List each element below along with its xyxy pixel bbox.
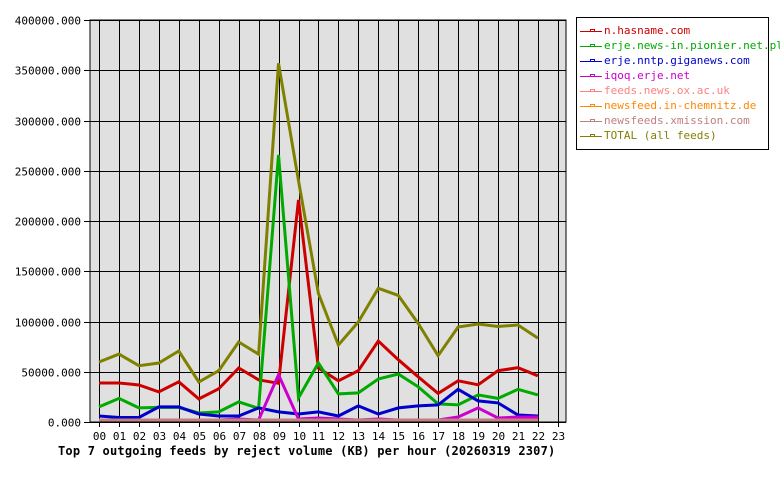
y-tick-label: 350000.000: [15, 65, 81, 78]
x-tick-label: 04: [173, 430, 187, 443]
x-tick-label: 21: [512, 430, 525, 443]
x-tick-label: 22: [532, 430, 545, 443]
legend-line-icon: [580, 42, 602, 50]
x-tick-label: 15: [392, 430, 405, 443]
x-tick-label: 13: [352, 430, 365, 443]
series-line: [99, 199, 539, 401]
legend-item: TOTAL (all feeds): [577, 128, 768, 143]
legend-item: erje.news-in.pionier.net.pl: [577, 38, 780, 53]
series-line: [98, 387, 538, 419]
x-tick-label: 18: [452, 430, 465, 443]
y-tick-label: 0.000: [48, 417, 81, 430]
x-tick-label: 14: [372, 430, 386, 443]
legend-label: erje.news-in.pionier.net.pl: [604, 39, 780, 52]
x-tick-label: 07: [233, 430, 246, 443]
legend-line-icon: [580, 57, 602, 65]
x-tick-label: 23: [552, 430, 565, 443]
x-tick-label: 16: [412, 430, 425, 443]
legend-line-icon: [580, 117, 602, 125]
legend-item: newsfeeds.xmission.com: [577, 113, 768, 128]
legend-line-icon: [580, 102, 602, 110]
legend: n.hasname.com erje.news-in.pionier.net.pl…: [576, 17, 780, 150]
x-tick-label: 19: [472, 430, 485, 443]
x-tick-label: 11: [312, 430, 325, 443]
legend-line-icon: [580, 132, 602, 140]
y-tick-label: 400000.000: [15, 15, 81, 28]
legend-line-icon: [580, 72, 602, 80]
legend-item: newsfeed.in-chemnitz.de: [577, 98, 768, 113]
x-tick-label: 12: [332, 430, 345, 443]
x-tick-label: 00: [93, 430, 106, 443]
legend-line-icon: [580, 87, 602, 95]
legend-label: newsfeeds.xmission.com: [604, 114, 750, 127]
y-tick-label: 150000.000: [15, 266, 81, 279]
y-tick-label: 250000.000: [15, 166, 81, 179]
x-tick-label: 08: [253, 430, 266, 443]
x-tick-label: 06: [213, 430, 226, 443]
x-tick-label: 10: [293, 430, 306, 443]
x-tick-label: 17: [432, 430, 445, 443]
series-line: [98, 62, 539, 385]
plot-frame: [89, 19, 567, 423]
x-tick-label: 09: [273, 430, 286, 443]
series-lines: [98, 62, 539, 422]
y-tick-label: 300000.000: [15, 116, 81, 129]
y-tick-label: 100000.000: [15, 317, 81, 330]
legend-label: erje.nntp.giganews.com: [604, 54, 750, 67]
legend-label: n.hasname.com: [604, 24, 691, 37]
legend-item: n.hasname.com: [577, 23, 768, 38]
chart-title: Top 7 outgoing feeds by reject volume (K…: [58, 444, 556, 458]
legend-label: TOTAL (all feeds): [604, 129, 717, 142]
legend-item: erje.nntp.giganews.com: [577, 53, 768, 68]
y-tick-label: 50000.000: [21, 367, 81, 380]
x-tick-label: 03: [153, 430, 166, 443]
legend-label: iqoq.erje.net: [604, 69, 691, 82]
x-tick-label: 02: [133, 430, 146, 443]
x-tick-label: 20: [492, 430, 505, 443]
x-tick-label: 05: [193, 430, 206, 443]
legend-label: newsfeed.in-chemnitz.de: [604, 99, 757, 112]
legend-item: feeds.news.ox.ac.uk: [577, 83, 768, 98]
x-tick-label: 01: [113, 430, 126, 443]
y-tick-label: 200000.000: [15, 216, 81, 229]
legend-label: feeds.news.ox.ac.uk: [604, 84, 730, 97]
x-axis: 00 01 02 03 04 05 06 07 08 09 10 11 12 13 14 15 16 17 18 19…: [93, 422, 565, 443]
y-axis: 0.000 50000.000 100000.000 150000.000 200000…: [15, 15, 90, 430]
legend-line-icon: [580, 27, 602, 35]
legend-item: iqoq.erje.net: [577, 68, 768, 83]
